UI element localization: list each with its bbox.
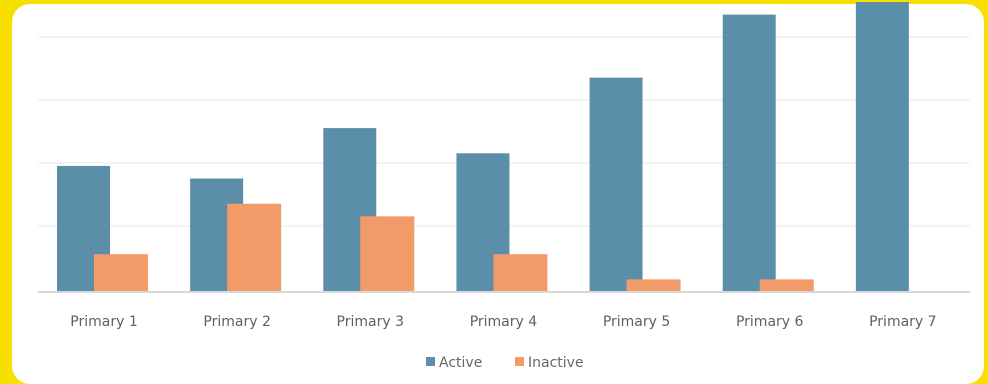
inactive-bar [227,203,282,292]
x-tick-label: Primary 4 [470,314,538,330]
legend: Active Inactive [426,355,584,368]
x-tick-label: Primary 3 [337,314,404,330]
inactive-bar [759,279,814,292]
inactive-bar [94,254,148,292]
x-tick-label: Primary 6 [736,314,804,330]
x-tick-label: Primary 1 [70,314,137,330]
legend-swatch [515,357,524,366]
active-bar [722,14,776,292]
x-tick-label: Primary 7 [869,314,936,330]
active-bar [855,2,909,292]
legend-label: Inactive [528,355,584,368]
grouped-bar-chart: Primary 1 Primary 2 Primary 3 Primary 4 Prim… [38,2,970,368]
legend-swatch [426,357,435,366]
legend-label: Active [439,355,482,368]
inactive-bar [493,254,548,292]
x-axis-ticks: Primary 1 Primary 2 Primary 3 Primary 4 Prim… [70,314,936,330]
inactive-bar [626,279,681,292]
x-tick-label: Primary 2 [203,314,270,330]
active-bar [589,77,643,292]
chart-frame: Primary 1 Primary 2 Primary 3 Primary 4 Prim… [12,2,984,384]
bar-marks [57,2,909,292]
x-tick-label: Primary 5 [603,314,670,330]
inactive-bar [360,216,415,292]
